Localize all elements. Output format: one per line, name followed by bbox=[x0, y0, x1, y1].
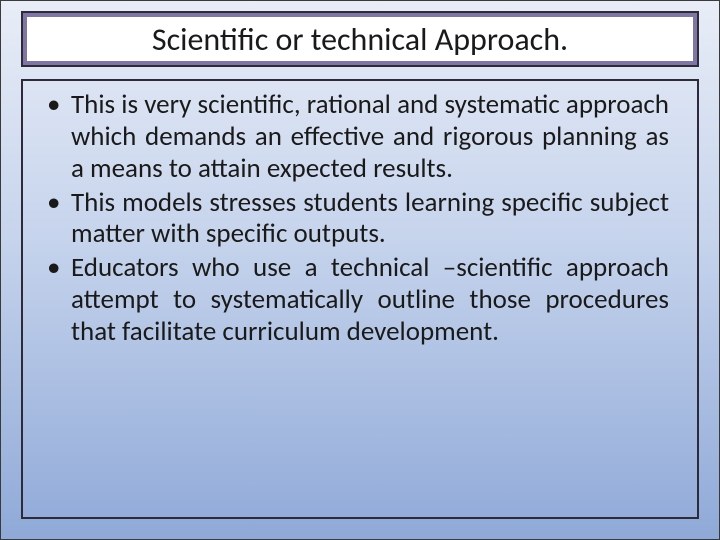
slide-title: Scientific or technical Approach. bbox=[152, 20, 568, 59]
slide: Scientific or technical Approach. This i… bbox=[0, 0, 720, 540]
bullet-item: This is very scientific, rational and sy… bbox=[41, 89, 669, 185]
title-box: Scientific or technical Approach. bbox=[21, 11, 699, 67]
content-box: This is very scientific, rational and sy… bbox=[21, 79, 699, 519]
bullet-item: This models stresses students learning s… bbox=[41, 187, 669, 251]
title-inner: Scientific or technical Approach. bbox=[27, 17, 693, 61]
bullet-list: This is very scientific, rational and sy… bbox=[41, 89, 669, 348]
bullet-item: Educators who use a technical –scientifi… bbox=[41, 252, 669, 348]
